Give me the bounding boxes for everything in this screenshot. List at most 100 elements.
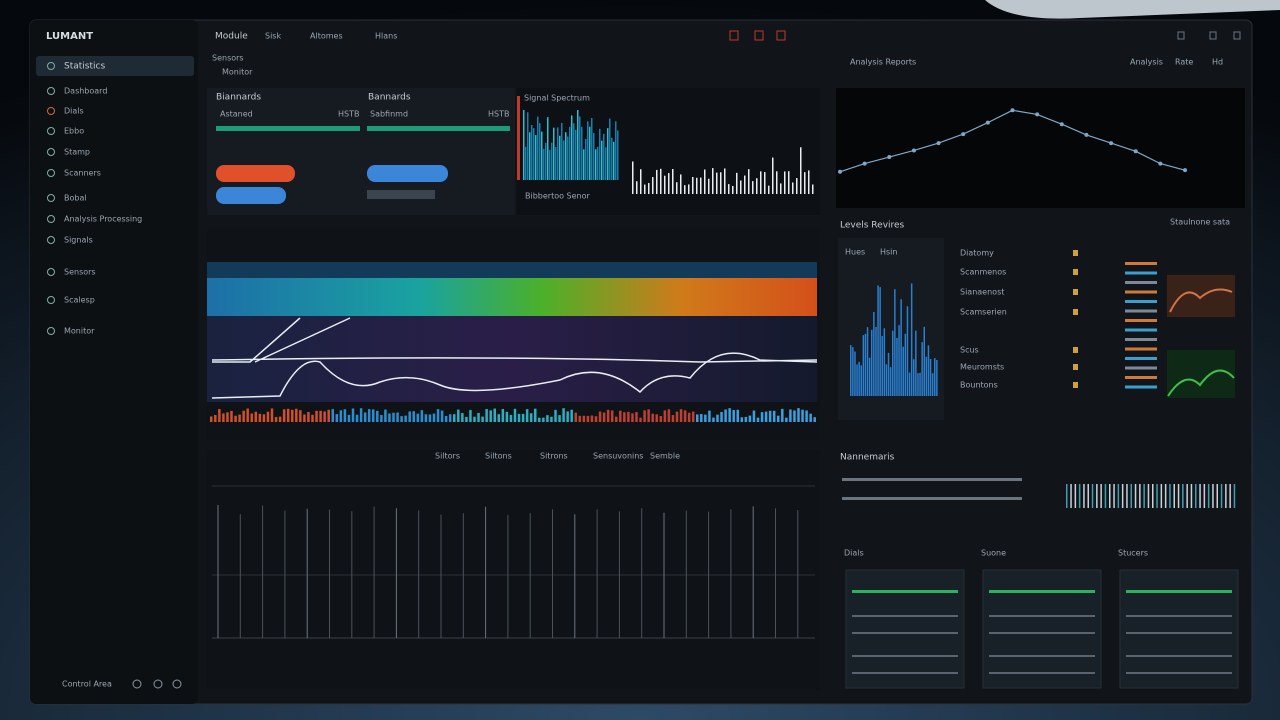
icon[interactable] <box>754 30 764 41</box>
menu-item[interactable]: Dials <box>64 107 84 116</box>
slider[interactable] <box>842 497 1022 500</box>
strip-bar <box>319 410 322 422</box>
menu-icon[interactable] <box>47 215 55 223</box>
strip-bar <box>574 412 577 422</box>
hist-bar <box>896 337 898 396</box>
list-item: Diatomy <box>960 249 994 258</box>
icon[interactable] <box>776 30 786 41</box>
strip-bar <box>696 414 699 422</box>
card-slider[interactable] <box>852 632 958 634</box>
tab[interactable]: Monitor <box>222 68 253 77</box>
card-slider[interactable] <box>989 655 1095 657</box>
strip-bar <box>380 414 383 422</box>
strip-bar <box>270 408 274 422</box>
card-slider[interactable] <box>989 615 1095 617</box>
menu-item[interactable]: Ebbo <box>64 127 84 136</box>
spectrum-title: Signal Spectrum <box>524 94 590 103</box>
nav-item[interactable]: Sisk <box>265 32 281 41</box>
menu-icon[interactable] <box>47 127 55 135</box>
strip-bar <box>485 409 488 422</box>
menu-item[interactable]: Analysis Processing <box>64 215 142 224</box>
spectrum-bar <box>535 135 537 180</box>
progress <box>216 126 360 131</box>
menu-icon[interactable] <box>47 87 55 95</box>
menu-item[interactable]: Scalesp <box>64 296 95 305</box>
icon[interactable] <box>1209 31 1217 40</box>
tick <box>1195 484 1197 508</box>
tick <box>1220 484 1223 508</box>
card-slider[interactable] <box>989 672 1095 674</box>
analysis-tab[interactable]: Hsin <box>880 248 897 257</box>
footer-icon[interactable] <box>153 679 163 689</box>
nav-item[interactable]: Hlans <box>375 32 397 41</box>
color-band <box>207 278 817 316</box>
menu-item[interactable]: Statistics <box>64 62 105 72</box>
menu-icon[interactable] <box>47 62 55 70</box>
icon[interactable] <box>1233 31 1241 40</box>
card-slider[interactable] <box>989 632 1095 634</box>
strip-bar <box>712 417 715 422</box>
footer-icon[interactable] <box>132 679 142 689</box>
menu-icon[interactable] <box>47 194 55 202</box>
card-slider[interactable] <box>1126 632 1232 634</box>
card-slider[interactable] <box>1126 590 1232 593</box>
menu-icon[interactable] <box>47 107 55 115</box>
strip-bar <box>331 409 334 422</box>
analysis-tab[interactable]: Hues <box>845 248 865 257</box>
icon[interactable] <box>1177 31 1185 40</box>
spectrum-bar <box>607 128 609 180</box>
tick <box>1182 484 1184 508</box>
menu-icon[interactable] <box>47 268 55 276</box>
strip-bar <box>501 409 505 422</box>
card-slider[interactable] <box>1126 672 1232 674</box>
icon[interactable] <box>729 30 739 41</box>
grid-chart <box>212 485 815 639</box>
nav-item[interactable]: Module <box>215 32 248 42</box>
nav-item[interactable]: Altomes <box>310 32 343 41</box>
menu-item[interactable]: Signals <box>64 236 93 245</box>
menu-item[interactable]: Scanners <box>64 169 101 178</box>
strip-bar <box>801 409 804 422</box>
card-slider[interactable] <box>852 615 958 617</box>
tick <box>1225 484 1227 508</box>
menu-item[interactable]: Stamp <box>64 148 90 157</box>
strip-bar <box>291 409 294 422</box>
spike <box>748 169 750 194</box>
strip-bar <box>550 416 553 422</box>
menu-item[interactable]: Bobal <box>64 194 87 203</box>
card-slider[interactable] <box>852 590 958 593</box>
strip-bar <box>615 416 618 422</box>
card-slider[interactable] <box>1126 615 1232 617</box>
spike <box>668 173 670 194</box>
hist-bar <box>866 327 869 396</box>
menu-icon[interactable] <box>47 236 55 244</box>
menu-item[interactable]: Sensors <box>64 268 96 277</box>
spike <box>644 184 646 194</box>
spectrum-bar <box>597 146 599 180</box>
card-slider[interactable] <box>1126 655 1232 657</box>
sidebar-selected[interactable] <box>36 56 194 76</box>
strip-bar <box>566 411 569 422</box>
menu-icon[interactable] <box>47 169 55 177</box>
spectrum-bar <box>613 141 615 180</box>
spectrum-bar <box>545 142 547 180</box>
card-slider[interactable] <box>852 672 958 674</box>
hist-bar <box>871 329 873 396</box>
strip-bar <box>716 414 719 422</box>
footer-icon[interactable] <box>172 679 182 689</box>
menu-icon[interactable] <box>47 296 55 304</box>
strip-bar <box>651 413 654 422</box>
spike <box>716 172 718 194</box>
strip-bar <box>525 409 529 422</box>
card-slider[interactable] <box>852 655 958 657</box>
menu-item[interactable]: Monitor <box>64 327 95 336</box>
menu-item[interactable]: Dashboard <box>64 87 107 96</box>
strip-bar <box>457 409 460 422</box>
strip-bar <box>558 415 561 422</box>
tab[interactable]: Sensors <box>212 54 244 63</box>
menu-icon[interactable] <box>47 327 55 335</box>
slider[interactable] <box>842 478 1022 481</box>
card-slider[interactable] <box>989 590 1095 593</box>
mini-bar <box>1125 376 1157 379</box>
menu-icon[interactable] <box>47 148 55 156</box>
